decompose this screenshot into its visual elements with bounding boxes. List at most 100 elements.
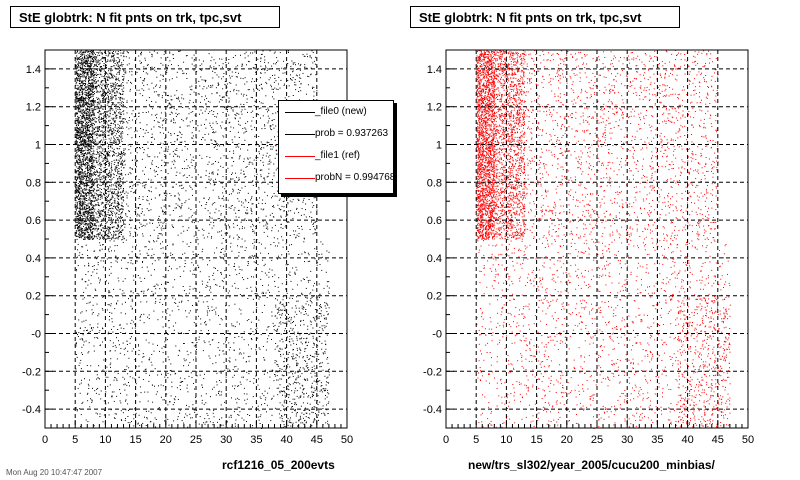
scatter-point — [111, 76, 113, 78]
scatter-point — [232, 191, 234, 193]
scatter-point — [85, 139, 87, 141]
scatter-point — [86, 90, 88, 91]
scatter-point — [92, 54, 94, 56]
scatter-point — [85, 232, 87, 234]
scatter-point — [99, 66, 101, 68]
scatter-point — [78, 149, 80, 151]
scatter-point — [108, 208, 110, 209]
scatter-point — [97, 101, 99, 103]
scatter-point — [156, 170, 157, 172]
scatter-point — [141, 51, 143, 53]
scatter-point — [91, 178, 93, 180]
scatter-point — [114, 59, 116, 61]
scatter-point — [91, 157, 92, 159]
scatter-point — [166, 71, 168, 73]
scatter-point — [211, 204, 213, 206]
scatter-point — [99, 153, 101, 155]
scatter-point — [93, 101, 94, 103]
scatter-point — [87, 67, 89, 69]
scatter-point — [120, 217, 122, 219]
scatter-point — [90, 173, 92, 175]
scatter-point — [82, 212, 84, 214]
scatter-point — [85, 189, 87, 191]
scatter-point — [98, 108, 100, 109]
scatter-point — [87, 157, 89, 159]
scatter-point — [113, 184, 115, 186]
scatter-point — [75, 195, 77, 197]
scatter-point — [88, 169, 90, 171]
scatter-point — [305, 216, 307, 218]
scatter-point — [113, 206, 115, 207]
scatter-point — [92, 70, 94, 72]
scatter-point — [107, 55, 109, 57]
scatter-point — [115, 188, 117, 190]
scatter-point — [100, 74, 102, 76]
scatter-point — [111, 130, 113, 132]
scatter-point — [98, 52, 99, 54]
scatter-point — [89, 178, 91, 180]
scatter-point — [90, 181, 92, 183]
scatter-point — [105, 208, 107, 210]
scatter-point — [91, 101, 93, 103]
scatter-point — [120, 152, 122, 154]
scatter-point — [78, 139, 80, 140]
scatter-point — [93, 160, 95, 162]
scatter-point — [103, 135, 105, 137]
scatter-point — [102, 83, 104, 85]
scatter-point — [93, 77, 95, 79]
scatter-point — [260, 208, 262, 210]
scatter-point — [88, 137, 90, 139]
scatter-point — [177, 220, 179, 222]
scatter-point — [232, 57, 234, 58]
scatter-point — [80, 208, 82, 210]
scatter-point — [80, 56, 82, 57]
scatter-point — [150, 67, 151, 68]
scatter-point — [85, 182, 87, 184]
scatter-point — [76, 219, 78, 221]
scatter-point — [101, 139, 103, 141]
scatter-point — [79, 166, 81, 167]
scatter-point — [105, 72, 107, 74]
scatter-point — [83, 149, 85, 151]
scatter-point — [92, 58, 94, 59]
scatter-point — [99, 194, 101, 196]
scatter-point — [79, 69, 81, 71]
scatter-point — [89, 103, 91, 105]
scatter-point — [233, 152, 235, 154]
scatter-point — [149, 190, 151, 192]
scatter-point — [201, 63, 203, 65]
scatter-point — [274, 78, 276, 79]
scatter-point — [121, 101, 123, 103]
scatter-point — [97, 146, 99, 148]
scatter-point — [98, 84, 100, 86]
scatter-point — [87, 213, 89, 215]
scatter-point — [100, 114, 102, 116]
scatter-point — [174, 207, 176, 209]
scatter-point — [121, 98, 123, 100]
scatter-point — [134, 159, 136, 161]
scatter-point — [266, 142, 268, 144]
scatter-point — [151, 162, 153, 164]
scatter-point — [97, 187, 99, 188]
scatter-point — [106, 154, 108, 156]
scatter-point — [117, 50, 119, 52]
scatter-point — [75, 66, 77, 68]
scatter-point — [116, 73, 118, 75]
scatter-point — [211, 173, 213, 175]
scatter-point — [241, 113, 243, 115]
scatter-point — [76, 238, 78, 240]
scatter-point — [119, 180, 121, 182]
scatter-point — [92, 154, 94, 156]
scatter-point — [160, 112, 162, 114]
scatter-point — [90, 212, 92, 214]
scatter-point — [75, 191, 77, 193]
scatter-point — [84, 112, 86, 114]
scatter-point — [102, 218, 104, 220]
scatter-point — [100, 235, 102, 236]
scatter-point — [98, 189, 100, 191]
scatter-point — [217, 174, 219, 176]
scatter-point — [90, 86, 92, 88]
scatter-point — [312, 52, 314, 54]
scatter-point — [81, 98, 83, 100]
scatter-point — [119, 142, 121, 144]
